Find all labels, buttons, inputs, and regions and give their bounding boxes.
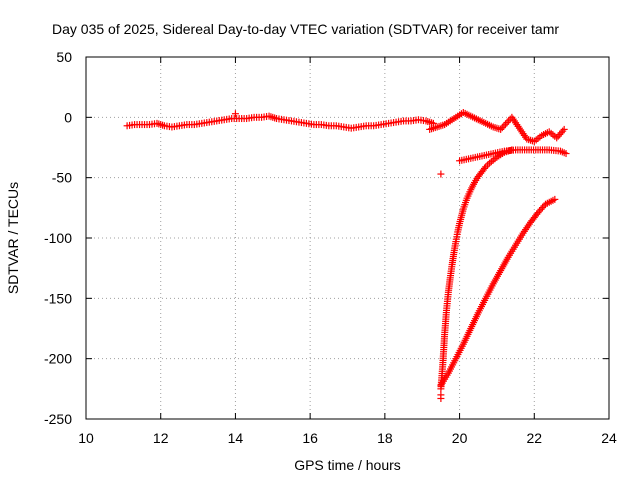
data-point <box>231 110 239 118</box>
y-tick-label: -150 <box>44 290 72 306</box>
data-point <box>501 120 509 128</box>
y-tick-label: -100 <box>44 230 72 246</box>
x-tick-label: 16 <box>302 430 318 446</box>
data-point <box>480 164 488 172</box>
x-tick-label: 24 <box>601 430 617 446</box>
axes: 10 12 14 16 18 20 22 24 -250 -200 -150 -100 -50 0 50 <box>44 49 617 446</box>
y-tick-label: -200 <box>44 351 72 367</box>
x-tick-label: 22 <box>526 430 542 446</box>
y-axis-label: SDTVAR / TECUs <box>5 182 21 294</box>
x-tick-label: 10 <box>78 430 94 446</box>
data-point <box>539 204 547 212</box>
data-points <box>123 109 570 402</box>
data-point <box>503 119 511 127</box>
data-point <box>536 207 544 215</box>
x-tick-label: 20 <box>452 430 468 446</box>
data-point <box>562 150 570 158</box>
x-tick-label: 12 <box>153 430 169 446</box>
data-point <box>553 134 561 142</box>
chart-title: Day 035 of 2025, Sidereal Day-to-day VTE… <box>52 21 559 37</box>
data-point <box>437 170 445 178</box>
grid-lines <box>86 57 609 419</box>
data-point <box>537 205 545 213</box>
data-point <box>498 124 506 132</box>
data-point <box>557 129 565 137</box>
plot-frame <box>85 56 610 420</box>
y-tick-label: -50 <box>52 170 72 186</box>
data-point <box>437 394 445 402</box>
data-point <box>560 125 568 133</box>
y-tick-label: 0 <box>64 109 72 125</box>
y-tick-label: 50 <box>56 49 72 65</box>
data-point <box>534 209 542 217</box>
x-tick-label: 14 <box>228 430 244 446</box>
data-point <box>497 125 505 133</box>
data-point <box>500 122 508 130</box>
data-point <box>559 127 567 135</box>
y-tick-label: -250 <box>44 411 72 427</box>
x-tick-label: 18 <box>377 430 393 446</box>
data-point <box>551 195 559 203</box>
x-axis-label: GPS time / hours <box>294 457 401 473</box>
data-point <box>554 132 562 140</box>
data-point <box>556 130 564 138</box>
